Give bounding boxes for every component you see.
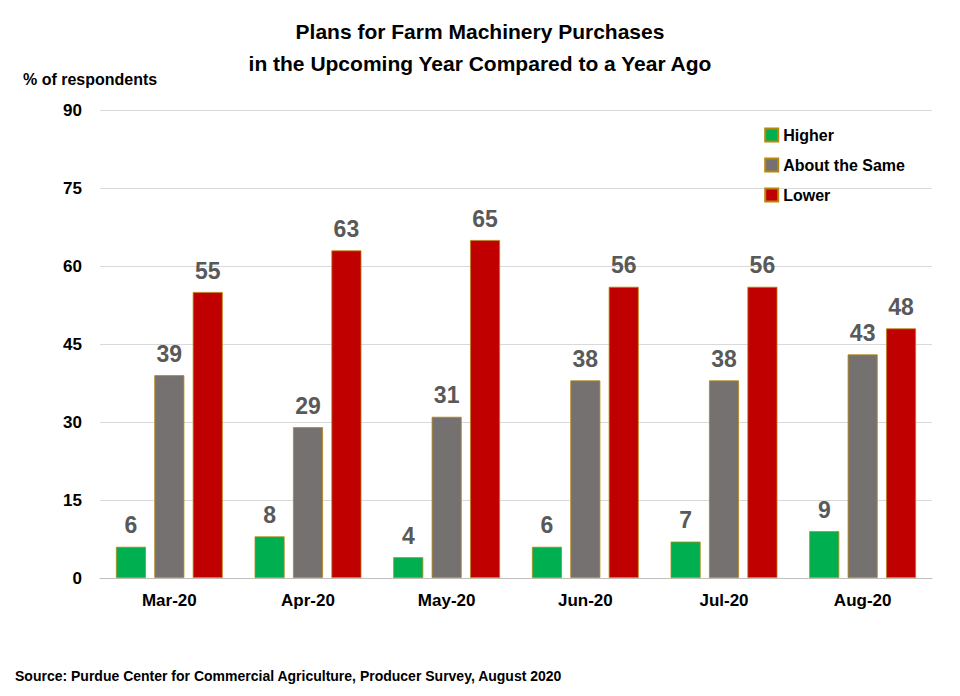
svg-text:4: 4 [402,523,415,549]
svg-text:56: 56 [611,252,637,278]
svg-text:30: 30 [63,413,82,432]
svg-text:8: 8 [263,502,276,528]
svg-text:29: 29 [295,393,321,419]
svg-text:75: 75 [63,179,82,198]
svg-text:38: 38 [711,346,737,372]
svg-text:6: 6 [541,512,554,538]
svg-text:63: 63 [334,216,360,242]
svg-text:Jun-20: Jun-20 [558,591,613,610]
svg-text:May-20: May-20 [418,591,476,610]
svg-text:Jul-20: Jul-20 [699,591,748,610]
svg-text:Plans for Farm Machinery Purch: Plans for Farm Machinery Purchases [296,20,665,43]
svg-text:90: 90 [63,101,82,120]
svg-text:31: 31 [434,382,460,408]
svg-text:9: 9 [818,497,831,523]
svg-text:45: 45 [63,335,82,354]
svg-text:48: 48 [888,294,914,320]
svg-text:56: 56 [750,252,776,278]
svg-text:Apr-20: Apr-20 [281,591,335,610]
svg-text:Source: Purdue Center for Comm: Source: Purdue Center for Commercial Agr… [15,668,562,684]
svg-text:60: 60 [63,257,82,276]
svg-text:65: 65 [472,206,498,232]
svg-text:Mar-20: Mar-20 [142,591,197,610]
svg-text:About the Same: About the Same [783,157,905,174]
svg-text:% of respondents: % of respondents [23,71,157,88]
svg-text:38: 38 [573,346,599,372]
svg-text:43: 43 [850,320,876,346]
svg-text:Aug-20: Aug-20 [834,591,892,610]
svg-text:in the Upcoming Year Compared: in the Upcoming Year Compared to a Year … [249,52,712,75]
svg-text:7: 7 [679,507,692,533]
svg-text:Higher: Higher [783,127,834,144]
svg-text:6: 6 [125,512,138,538]
svg-text:55: 55 [195,258,221,284]
svg-text:0: 0 [73,569,82,588]
svg-text:15: 15 [63,491,82,510]
svg-text:39: 39 [157,341,183,367]
svg-text:Lower: Lower [783,187,830,204]
